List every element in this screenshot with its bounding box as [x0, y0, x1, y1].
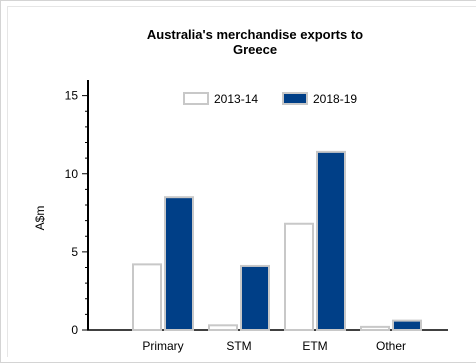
y-tick-label: 15: [65, 89, 79, 103]
bars: [132, 150, 422, 331]
legend: 2013-14 2018-19: [183, 92, 357, 106]
x-tick-label: Primary: [142, 339, 183, 353]
legend-label: 2013-14: [214, 92, 258, 106]
legend-label: 2018-19: [313, 92, 357, 106]
x-tick-label: STM: [226, 339, 251, 353]
bar-2013-14-STM: [208, 324, 238, 331]
bar-2018-19-ETM: [316, 150, 346, 331]
x-tick-labels: Primary STM ETM Other: [142, 339, 406, 353]
y-tick-label: 0: [71, 323, 78, 337]
bar-2013-14-Other: [360, 325, 390, 331]
y-axis-label: A$m: [33, 206, 47, 231]
bar-2018-19-Primary: [164, 196, 194, 331]
legend-swatch: [183, 92, 209, 105]
chart-title-line: Australia's merchandise exports to: [147, 27, 363, 42]
y-tick-labels: 0 5 10 15: [65, 89, 88, 337]
bar-2018-19-STM: [240, 264, 270, 331]
legend-swatch: [282, 92, 308, 105]
bar-2018-19-Other: [392, 319, 422, 331]
y-tick-label: 10: [65, 167, 79, 181]
y-tick-label: 5: [71, 245, 78, 259]
chart-title-line: Greece: [233, 42, 277, 57]
bar-2013-14-ETM: [284, 222, 314, 331]
x-tick-label: Other: [376, 339, 406, 353]
x-tick-label: ETM: [302, 339, 327, 353]
bar-2013-14-Primary: [132, 263, 162, 331]
